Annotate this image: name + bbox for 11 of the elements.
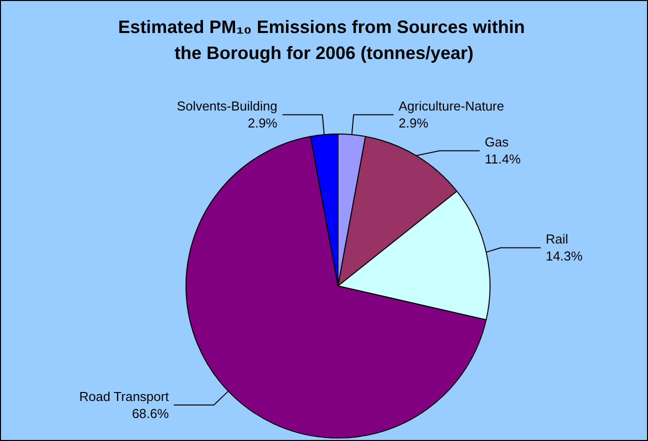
- slice-label: Rail: [546, 232, 568, 247]
- data-label: 11.4%: [484, 152, 522, 167]
- data-label: 14.3%: [546, 248, 584, 264]
- slice-label: Gas: [484, 134, 510, 150]
- slice-label: Agriculture-Nature: [398, 98, 504, 114]
- slice-label: Road Transport: [79, 389, 170, 404]
- slice-label: Solvents-Building: [176, 98, 278, 114]
- data-label: 2.9%: [248, 116, 278, 131]
- data-label: 2.9%: [398, 116, 429, 131]
- data-label: 68.6%: [132, 406, 170, 422]
- chart-title: Estimated PM₁₀ Emissions from Sources within the Borough for 2006 (tonnes/year): [118, 17, 530, 63]
